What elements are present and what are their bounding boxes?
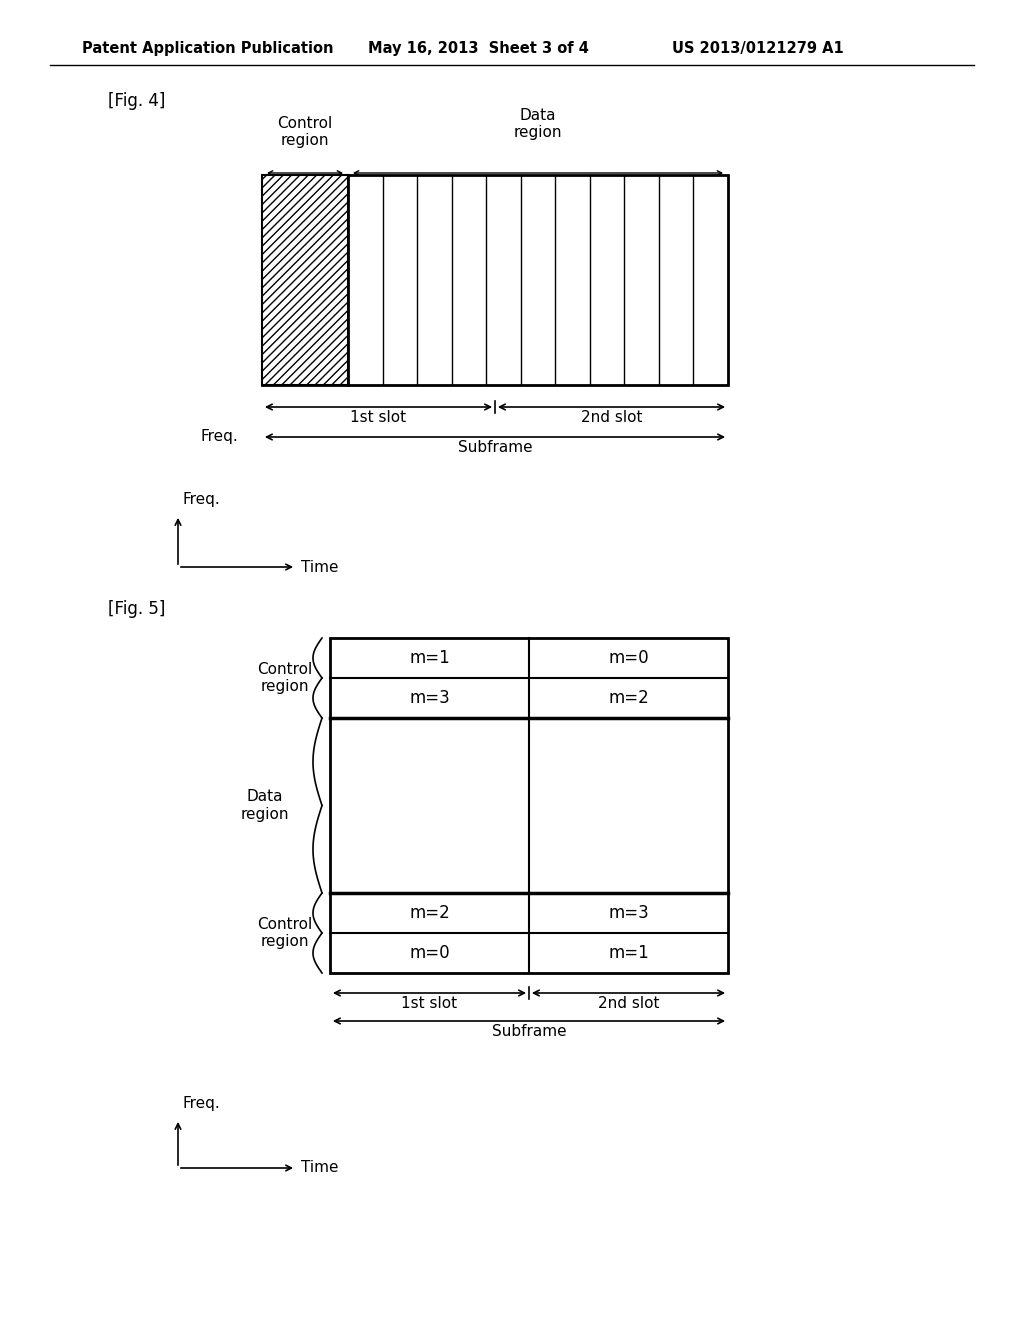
Text: Time: Time <box>301 1160 339 1176</box>
Text: Control
region: Control region <box>257 661 312 694</box>
Text: [Fig. 5]: [Fig. 5] <box>108 601 165 618</box>
Bar <box>262 176 348 385</box>
Text: m=2: m=2 <box>608 689 649 708</box>
Text: 1st slot: 1st slot <box>350 411 407 425</box>
Text: 1st slot: 1st slot <box>401 997 458 1011</box>
Text: Time: Time <box>301 560 339 574</box>
Text: US 2013/0121279 A1: US 2013/0121279 A1 <box>672 41 844 55</box>
Text: Freq.: Freq. <box>183 492 221 507</box>
Text: Subframe: Subframe <box>458 440 532 455</box>
Text: m=2: m=2 <box>410 904 450 921</box>
Text: m=1: m=1 <box>608 944 649 962</box>
Text: Patent Application Publication: Patent Application Publication <box>82 41 334 55</box>
Bar <box>262 176 728 385</box>
Text: m=0: m=0 <box>410 944 450 962</box>
Text: m=1: m=1 <box>410 649 450 667</box>
Text: Data
region: Data region <box>241 789 289 821</box>
Text: m=0: m=0 <box>608 649 649 667</box>
Bar <box>330 638 728 973</box>
Text: Freq.: Freq. <box>183 1096 221 1111</box>
Text: [Fig. 4]: [Fig. 4] <box>108 92 165 110</box>
Text: m=3: m=3 <box>410 689 450 708</box>
Text: Freq.: Freq. <box>200 429 238 445</box>
Text: Control
region: Control region <box>257 917 312 949</box>
Text: Data
region: Data region <box>514 108 562 140</box>
Text: Control
region: Control region <box>278 116 333 148</box>
Text: May 16, 2013  Sheet 3 of 4: May 16, 2013 Sheet 3 of 4 <box>368 41 589 55</box>
Text: 2nd slot: 2nd slot <box>581 411 642 425</box>
Text: Subframe: Subframe <box>492 1024 566 1039</box>
Text: m=3: m=3 <box>608 904 649 921</box>
Text: 2nd slot: 2nd slot <box>598 997 659 1011</box>
